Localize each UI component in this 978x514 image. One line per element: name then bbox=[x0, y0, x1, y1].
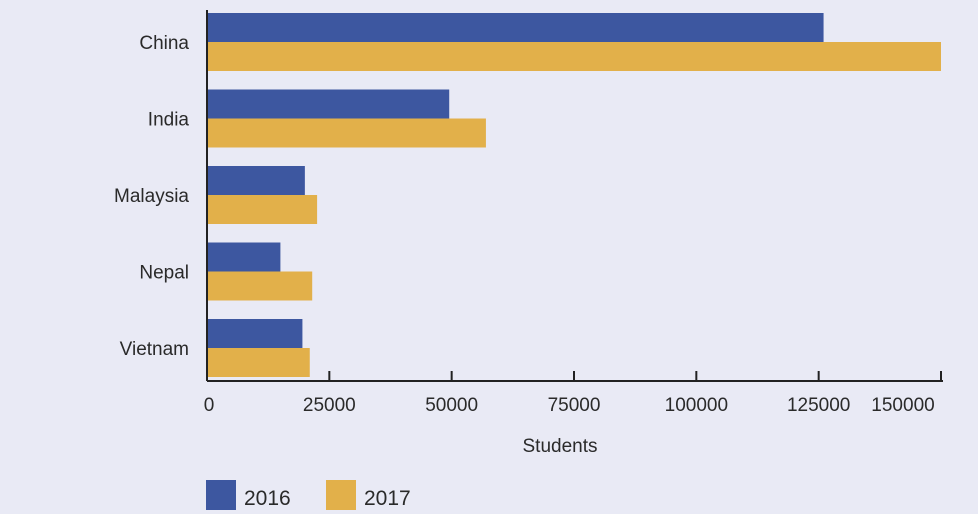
bar-vietnam-2017 bbox=[207, 348, 310, 377]
x-axis-title: Students bbox=[523, 436, 598, 457]
x-tick-label: 125000 bbox=[787, 395, 850, 416]
bar-china-2016 bbox=[207, 13, 824, 42]
bar-nepal-2017 bbox=[207, 271, 313, 301]
x-axis-ticks: 0 25000 50000 75000 100000 125000 150000 bbox=[204, 371, 942, 416]
legend-swatch-2017 bbox=[326, 480, 356, 510]
legend: 2016 2017 bbox=[206, 480, 411, 510]
category-label-nepal: Nepal bbox=[139, 263, 189, 284]
x-tick-label: 50000 bbox=[425, 395, 478, 416]
category-label-malaysia: Malaysia bbox=[114, 186, 189, 207]
x-tick-label: 150000 bbox=[871, 395, 934, 416]
bar-china-2017 bbox=[207, 42, 941, 71]
legend-swatch-2016 bbox=[206, 480, 236, 510]
bar-india-2017 bbox=[207, 118, 486, 148]
x-tick-label: 25000 bbox=[303, 395, 356, 416]
x-tick-label: 100000 bbox=[665, 395, 728, 416]
legend-label-2017: 2017 bbox=[364, 487, 411, 510]
bar-malaysia-2016 bbox=[207, 166, 305, 195]
category-label-vietnam: Vietnam bbox=[120, 339, 189, 360]
bar-india-2016 bbox=[207, 89, 450, 119]
category-labels: China India Malaysia Nepal Vietnam bbox=[114, 33, 189, 360]
bar-vietnam-2016 bbox=[207, 319, 303, 348]
bars-layer bbox=[207, 13, 941, 377]
x-tick-label: 0 bbox=[204, 395, 215, 416]
legend-label-2016: 2016 bbox=[244, 487, 291, 510]
bar-nepal-2016 bbox=[207, 242, 281, 272]
bar-malaysia-2017 bbox=[207, 195, 318, 224]
x-tick-label: 75000 bbox=[548, 395, 601, 416]
category-label-china: China bbox=[139, 33, 189, 54]
category-label-india: India bbox=[148, 110, 190, 131]
